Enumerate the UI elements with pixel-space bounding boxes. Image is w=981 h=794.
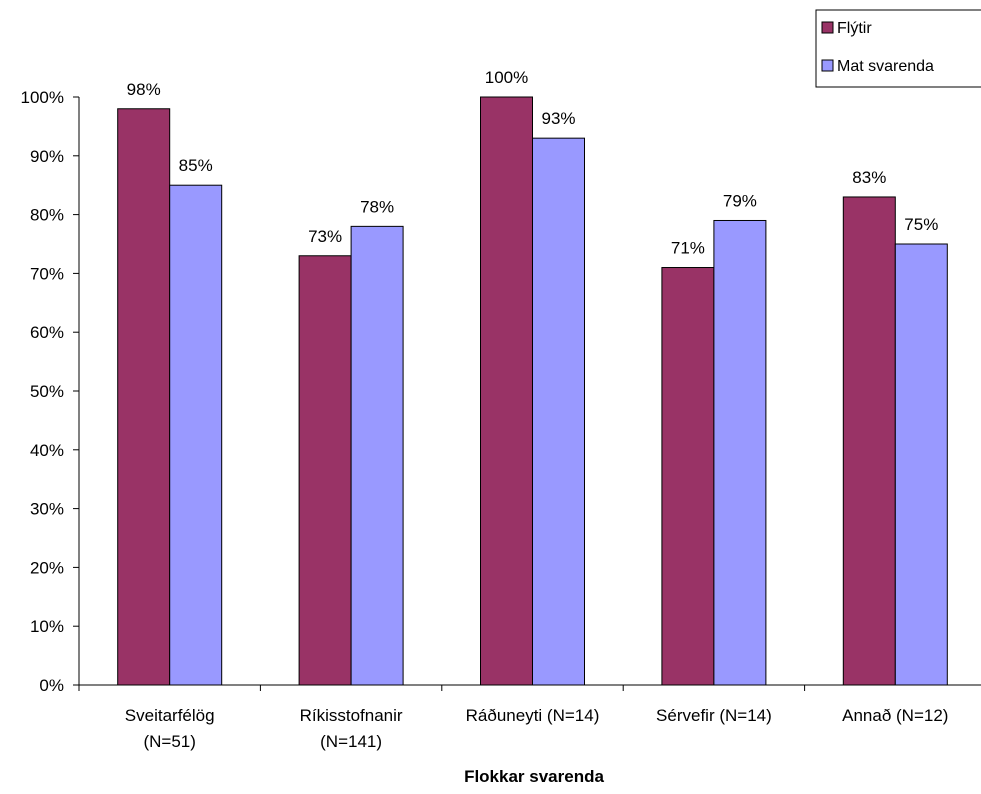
bar-mat-svarenda (532, 137, 585, 686)
legend: Flýtir Mat svarenda (815, 9, 981, 88)
data-label: 73% (308, 227, 342, 246)
y-axis: 0% 10% 20% 30% 40% 50% 60% 70% 80% 90% 100% (21, 88, 80, 695)
y-tick-label: 20% (30, 558, 64, 577)
x-axis-title: Flokkar svarenda (464, 767, 604, 786)
bar-flytir (480, 96, 533, 686)
legend-box (815, 9, 981, 88)
y-tick-label: 80% (30, 206, 64, 225)
y-tick-label: 90% (30, 147, 64, 166)
data-label: 93% (541, 109, 575, 128)
data-label: 98% (127, 80, 161, 99)
data-label: 75% (904, 215, 938, 234)
data-labels: 98% 85% 73% 78% 100% 93% 71% 79% 83% 75% (127, 68, 939, 258)
bar-flytir (661, 267, 715, 686)
y-tick-label: 40% (30, 441, 64, 460)
y-tick-label: 70% (30, 264, 64, 283)
data-label: 83% (852, 168, 886, 187)
x-axis (78, 684, 981, 691)
y-tick-label: 60% (30, 323, 64, 342)
y-tick-label: 10% (30, 617, 64, 636)
category-label: (N=141) (320, 732, 382, 751)
data-label: 78% (360, 197, 394, 216)
category-label: Ráðuneyti (N=14) (466, 706, 600, 725)
bar-mat-svarenda (713, 219, 767, 686)
category-label: Annað (N=12) (842, 706, 948, 725)
bar-mat-svarenda (894, 243, 948, 686)
bar-flytir (117, 108, 171, 686)
legend-label: Mat svarenda (837, 58, 934, 75)
data-label: 100% (485, 68, 528, 87)
category-label: Ríkisstofnanir (300, 706, 403, 725)
y-tick-label: 50% (30, 382, 64, 401)
legend-swatch (821, 59, 834, 72)
category-labels: Sveitarfélög (N=51) Ríkisstofnanir (N=141) R… (125, 706, 949, 751)
bars (117, 96, 948, 686)
category-label: (N=51) (143, 732, 195, 751)
legend-label: Flýtir (837, 20, 872, 37)
data-label: 71% (671, 239, 705, 258)
bar-flytir (298, 255, 352, 686)
category-label: Sveitarfélög (125, 706, 215, 725)
bar-mat-svarenda (350, 225, 404, 686)
y-tick-label: 100% (21, 88, 64, 107)
data-label: 85% (179, 156, 213, 175)
y-tick-label: 0% (39, 676, 64, 695)
y-tick-label: 30% (30, 500, 64, 519)
data-label: 79% (723, 191, 757, 210)
category-label: Sérvefir (N=14) (656, 706, 772, 725)
bar-flytir (842, 196, 896, 686)
bar-mat-svarenda (169, 184, 223, 686)
legend-swatch (821, 21, 834, 34)
